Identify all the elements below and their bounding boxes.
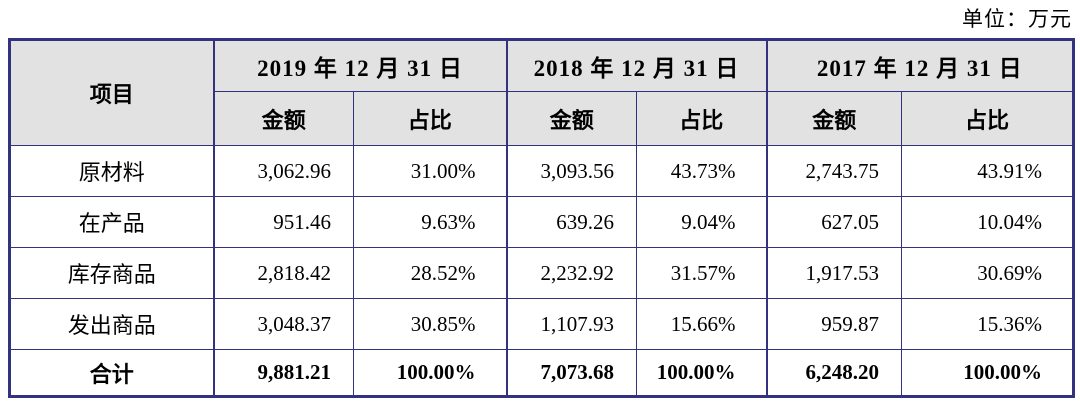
- table-row-goods-shipped: 发出商品 3,048.37 30.85% 1,107.93 15.66% 959…: [9, 298, 1074, 350]
- table-row-work-in-progress: 在产品 951.46 9.63% 639.26 9.04% 627.05 10.…: [9, 196, 1074, 248]
- cell-amount: 959.87: [765, 298, 902, 350]
- cell-ratio: 43.91%: [901, 145, 1074, 197]
- header-amount-2018: 金额: [505, 91, 637, 146]
- cell-amount: 3,093.56: [505, 145, 637, 197]
- cell-ratio: 100.00%: [353, 349, 507, 397]
- total-label: 合计: [9, 349, 214, 397]
- cell-amount: 1,917.53: [765, 247, 902, 299]
- cell-amount: 3,062.96: [212, 145, 354, 197]
- cell-ratio: 9.04%: [636, 196, 767, 248]
- unit-note: 单位：万元: [962, 7, 1072, 31]
- table-row-raw-materials: 原材料 3,062.96 31.00% 3,093.56 43.73% 2,74…: [9, 145, 1074, 197]
- cell-amount: 639.26: [505, 196, 637, 248]
- cell-amount: 2,818.42: [212, 247, 354, 299]
- cell-ratio: 100.00%: [636, 349, 767, 397]
- cell-amount: 9,881.21: [212, 349, 354, 397]
- table-row-total: 合计 9,881.21 100.00% 7,073.68 100.00% 6,2…: [9, 349, 1074, 397]
- header-item: 项目: [9, 39, 214, 146]
- row-item-label: 发出商品: [9, 298, 214, 350]
- cell-ratio: 100.00%: [901, 349, 1074, 397]
- cell-amount: 2,743.75: [765, 145, 902, 197]
- cell-ratio: 31.00%: [353, 145, 507, 197]
- header-amount-2019: 金额: [212, 91, 354, 146]
- header-ratio-2017: 占比: [901, 91, 1074, 146]
- row-item-label: 在产品: [9, 196, 214, 248]
- cell-ratio: 9.63%: [353, 196, 507, 248]
- cell-ratio: 28.52%: [353, 247, 507, 299]
- cell-amount: 1,107.93: [505, 298, 637, 350]
- cell-amount: 2,232.92: [505, 247, 637, 299]
- header-amount-2017: 金额: [765, 91, 902, 146]
- header-date-2018: 2018 年 12 月 31 日: [505, 39, 767, 92]
- header-date-2019: 2019 年 12 月 31 日: [212, 39, 507, 92]
- inventory-composition-table: 项目 2019 年 12 月 31 日 2018 年 12 月 31 日 201…: [8, 38, 1075, 398]
- cell-ratio: 15.66%: [636, 298, 767, 350]
- cell-ratio: 43.73%: [636, 145, 767, 197]
- header-date-2017: 2017 年 12 月 31 日: [765, 39, 1074, 92]
- cell-ratio: 15.36%: [901, 298, 1074, 350]
- cell-ratio: 30.69%: [901, 247, 1074, 299]
- table-row-finished-goods: 库存商品 2,818.42 28.52% 2,232.92 31.57% 1,9…: [9, 247, 1074, 299]
- cell-amount: 6,248.20: [765, 349, 902, 397]
- header-ratio-2019: 占比: [353, 91, 507, 146]
- cell-amount: 627.05: [765, 196, 902, 248]
- cell-ratio: 30.85%: [353, 298, 507, 350]
- cell-amount: 951.46: [212, 196, 354, 248]
- row-item-label: 库存商品: [9, 247, 214, 299]
- cell-ratio: 10.04%: [901, 196, 1074, 248]
- cell-ratio: 31.57%: [636, 247, 767, 299]
- row-item-label: 原材料: [9, 145, 214, 197]
- cell-amount: 7,073.68: [505, 349, 637, 397]
- header-ratio-2018: 占比: [636, 91, 767, 146]
- cell-amount: 3,048.37: [212, 298, 354, 350]
